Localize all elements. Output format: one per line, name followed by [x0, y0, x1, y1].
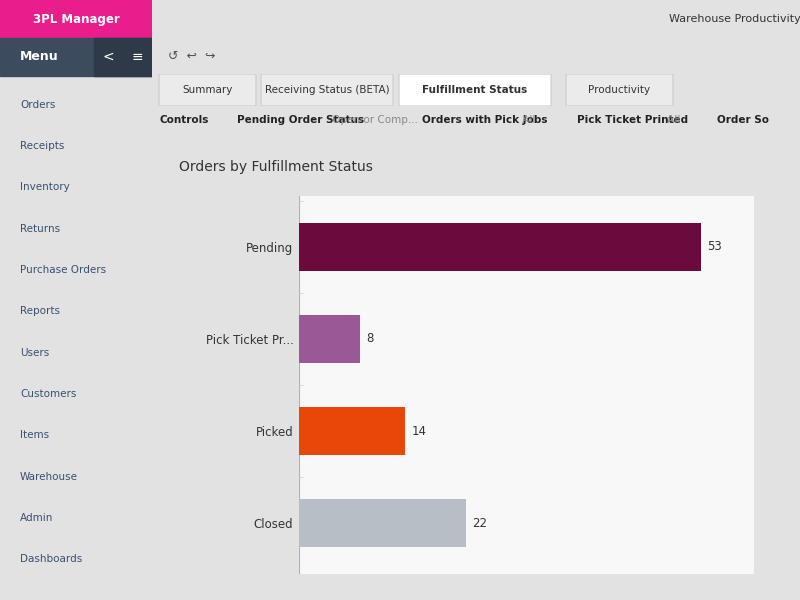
Text: Pending Order Status: Pending Order Status — [237, 115, 364, 125]
Bar — [0, 0, 152, 38]
Text: Productivity: Productivity — [589, 85, 650, 95]
Bar — [0, 38, 152, 76]
Text: Receiving Status (BETA): Receiving Status (BETA) — [265, 85, 390, 95]
Text: Dashboards: Dashboards — [20, 554, 82, 565]
Text: Orders by Fulfillment Status: Orders by Fulfillment Status — [179, 160, 373, 174]
Text: Pick Ticket Printed: Pick Ticket Printed — [577, 115, 688, 125]
Text: Summary: Summary — [182, 85, 233, 95]
Text: Items: Items — [20, 430, 49, 440]
Text: <: < — [103, 50, 114, 64]
Bar — [94, 38, 123, 76]
Text: Fulfillment Status: Fulfillment Status — [422, 85, 528, 95]
Bar — [123, 38, 152, 76]
Text: All: All — [518, 115, 535, 125]
Text: 3PL Manager: 3PL Manager — [33, 13, 119, 25]
Text: Reports: Reports — [20, 307, 60, 316]
Text: Inventory: Inventory — [20, 182, 70, 193]
Text: Warehouse Productivity: Warehouse Productivity — [670, 14, 800, 24]
Text: 8: 8 — [366, 332, 373, 346]
Text: 53: 53 — [707, 240, 722, 253]
Text: Receipts: Receipts — [20, 141, 64, 151]
Text: Orders with Pick Jobs: Orders with Pick Jobs — [422, 115, 547, 125]
Text: Order So: Order So — [717, 115, 769, 125]
FancyBboxPatch shape — [261, 74, 393, 106]
Text: Admin: Admin — [20, 513, 54, 523]
Bar — [299, 223, 701, 271]
Text: Controls: Controls — [160, 115, 210, 125]
Text: 22: 22 — [472, 517, 487, 530]
Text: 14: 14 — [411, 425, 426, 437]
Bar — [299, 499, 466, 547]
Bar — [299, 315, 360, 363]
Text: Users: Users — [20, 347, 50, 358]
FancyBboxPatch shape — [566, 74, 673, 106]
Text: Menu: Menu — [20, 50, 58, 64]
Text: Orders: Orders — [20, 100, 55, 110]
FancyBboxPatch shape — [159, 74, 256, 106]
Text: All: All — [664, 115, 681, 125]
Text: Returns: Returns — [20, 224, 60, 233]
Text: ≡: ≡ — [132, 50, 143, 64]
Text: ↺  ↩  ↪: ↺ ↩ ↪ — [168, 49, 216, 62]
FancyBboxPatch shape — [399, 74, 551, 106]
Text: Purchase Orders: Purchase Orders — [20, 265, 106, 275]
Bar — [299, 407, 406, 455]
Text: Warehouse: Warehouse — [20, 472, 78, 482]
Text: Customers: Customers — [20, 389, 76, 399]
Text: Open or Comp...: Open or Comp... — [329, 115, 418, 125]
